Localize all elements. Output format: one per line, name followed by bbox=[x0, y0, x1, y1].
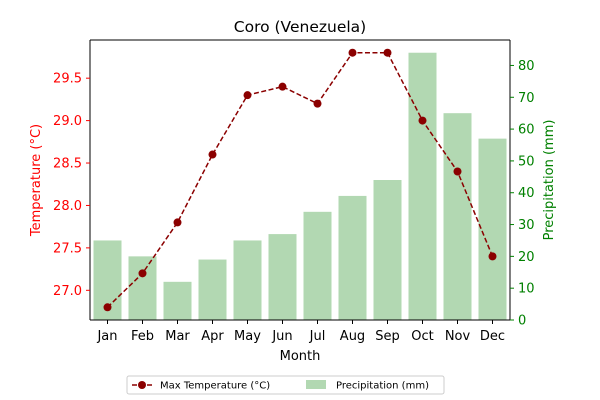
y-left-tick-label: 28.5 bbox=[53, 157, 82, 172]
y-left-tick-label: 29.0 bbox=[53, 114, 82, 129]
temperature-point-jul bbox=[313, 99, 322, 108]
y-right-tick-label: 70 bbox=[518, 91, 535, 106]
y-right-tick-label: 40 bbox=[518, 186, 535, 201]
legend-precipitation-label: Precipitation (mm) bbox=[336, 381, 429, 392]
x-tick-label-sep: Sep bbox=[375, 329, 400, 344]
y-right-tick-label: 60 bbox=[518, 123, 535, 138]
x-tick-label-jan: Jan bbox=[96, 329, 117, 344]
precipitation-bar-jun bbox=[268, 234, 297, 320]
y-right-tick-label: 10 bbox=[518, 282, 535, 297]
x-tick-label-nov: Nov bbox=[445, 329, 471, 344]
legend-precipitation-swatch bbox=[306, 380, 326, 389]
y-left-tick-label: 28.0 bbox=[53, 199, 82, 214]
temperature-point-jun bbox=[278, 82, 287, 91]
precipitation-bar-feb bbox=[128, 256, 157, 320]
temperature-point-jan bbox=[103, 303, 112, 312]
precipitation-bar-oct bbox=[408, 52, 437, 321]
y-left-axis-title: Temperature (°C) bbox=[29, 124, 44, 237]
temperature-point-aug bbox=[348, 48, 357, 57]
y-right-tick-label: 30 bbox=[518, 218, 535, 233]
temperature-point-oct bbox=[418, 116, 427, 125]
x-tick-label-may: May bbox=[234, 329, 261, 344]
x-tick-label-jul: Jul bbox=[309, 329, 326, 344]
precipitation-bar-jul bbox=[303, 211, 332, 320]
legend: Max Temperature (°C) Precipitation (mm) bbox=[126, 375, 445, 395]
x-tick-label-aug: Aug bbox=[340, 329, 365, 344]
temperature-point-may bbox=[243, 91, 252, 100]
y-right-axis-title: Precipitation (mm) bbox=[542, 120, 557, 241]
precipitation-bar-sep bbox=[373, 180, 402, 320]
x-tick-label-feb: Feb bbox=[131, 329, 154, 344]
temperature-point-sep bbox=[383, 48, 392, 57]
temperature-line bbox=[103, 48, 497, 312]
y-left-tick-label: 27.5 bbox=[53, 241, 82, 256]
temperature-point-dec bbox=[488, 252, 497, 261]
temperature-point-feb bbox=[138, 269, 147, 278]
precipitation-bar-aug bbox=[338, 195, 367, 320]
temperature-point-apr bbox=[208, 150, 217, 159]
x-tick-label-mar: Mar bbox=[165, 329, 190, 344]
legend-temperature-label: Max Temperature (°C) bbox=[160, 381, 270, 392]
y-right-tick-label: 50 bbox=[518, 154, 535, 169]
precipitation-bars bbox=[93, 52, 507, 321]
precipitation-bar-may bbox=[233, 240, 262, 320]
axes: Jan Feb Mar Apr May Jun Jul Aug Sep Oct Nov Dec 27.0… bbox=[53, 39, 535, 344]
temperature-point-nov bbox=[453, 167, 462, 176]
x-tick-label-dec: Dec bbox=[480, 329, 505, 344]
x-tick-label-jun: Jun bbox=[271, 329, 292, 344]
y-right-tick-label: 0 bbox=[518, 314, 526, 329]
precipitation-bar-apr bbox=[198, 259, 227, 320]
x-axis-title: Month bbox=[280, 349, 321, 364]
x-tick-label-oct: Oct bbox=[411, 329, 433, 344]
precipitation-bar-nov bbox=[443, 113, 472, 320]
y-left-tick-label: 27.0 bbox=[53, 284, 82, 299]
precipitation-bar-dec bbox=[478, 138, 507, 320]
temperature-line-path bbox=[106, 51, 494, 308]
y-right-tick-label: 80 bbox=[518, 59, 535, 74]
y-right-tick-label: 20 bbox=[518, 250, 535, 265]
y-left-tick-label: 29.5 bbox=[53, 72, 82, 87]
legend-frame bbox=[126, 375, 445, 395]
temperature-point-mar bbox=[173, 218, 182, 227]
chart-title: Coro (Venezuela) bbox=[234, 18, 366, 36]
precipitation-bar-mar bbox=[163, 281, 192, 320]
x-tick-label-apr: Apr bbox=[201, 329, 224, 344]
legend-temperature-swatch-marker bbox=[138, 381, 146, 389]
